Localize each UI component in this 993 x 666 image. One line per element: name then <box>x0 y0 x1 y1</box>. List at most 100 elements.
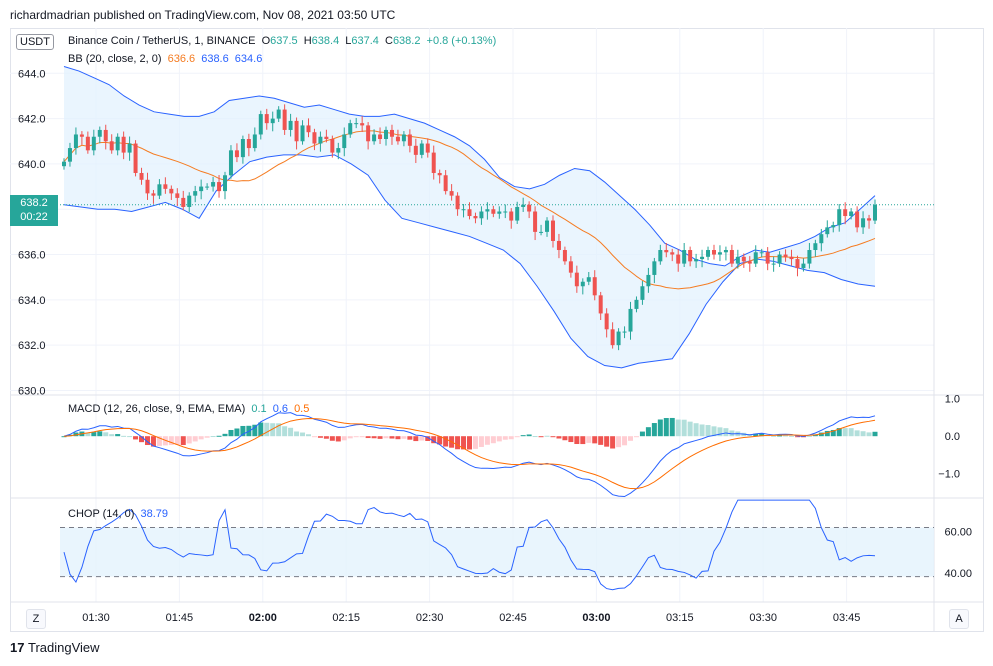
candle-body <box>425 143 430 153</box>
candle-body <box>187 195 192 207</box>
quote-currency-badge[interactable]: USDT <box>16 34 54 50</box>
candle-body <box>157 184 162 196</box>
macd-hist-bar <box>443 436 449 447</box>
candle-body <box>79 134 84 137</box>
macd-hist-bar <box>115 434 121 437</box>
macd-hist-bar <box>616 436 622 448</box>
candle-body <box>395 136 400 142</box>
candle-body <box>813 243 818 251</box>
candle-body <box>533 211 538 232</box>
macd-hist-bar <box>610 436 616 449</box>
macd-hist-bar <box>252 424 258 437</box>
candle-body <box>622 331 627 333</box>
symbol-title[interactable]: Binance Coin / TetherUS, 1, BINANCE <box>68 35 256 47</box>
macd-hist-bar <box>669 417 675 437</box>
macd-hist-bar <box>85 432 91 437</box>
macd-hist-bar <box>186 436 192 444</box>
price-tick-label: 634.0 <box>18 295 46 307</box>
macd-hist-bar <box>562 436 568 441</box>
macd-hist-bar <box>61 436 67 438</box>
macd-hist-bar <box>753 433 759 437</box>
macd-hist-bar <box>526 434 532 437</box>
candle-body <box>586 277 591 282</box>
candle-body <box>598 295 603 314</box>
macd-hist-bar <box>341 436 347 441</box>
candle-body <box>360 123 365 126</box>
chop-band-fill <box>60 527 934 577</box>
price-tick-label: 640.0 <box>18 159 46 171</box>
candle-body <box>706 250 711 257</box>
macd-hist-bar <box>699 424 705 437</box>
macd-hist-bar <box>91 432 97 437</box>
candle-body <box>193 191 198 196</box>
bb-legend[interactable]: BB (20, close, 2, 0) 636.6 638.6 634.6 <box>68 53 265 65</box>
pane-dividers <box>10 28 984 632</box>
candle-body <box>700 256 705 260</box>
macd-line <box>63 412 876 498</box>
candle-body <box>753 252 758 264</box>
candle-body <box>318 136 323 144</box>
candle-body <box>419 143 424 155</box>
macd-hist-bar <box>532 436 538 438</box>
candle-body <box>616 331 621 346</box>
macd-hist-bar <box>490 436 496 444</box>
candle-body <box>366 125 371 142</box>
macd-hist-bar <box>335 436 341 442</box>
candle-body <box>139 172 144 180</box>
macd-line-value: 0.6 <box>272 403 288 415</box>
candle-body <box>223 175 228 192</box>
macd-hist-bar <box>830 429 836 437</box>
macd-hist-bar <box>783 435 789 437</box>
candle-body <box>73 134 78 149</box>
footer-brand-name: TradingView <box>28 640 100 655</box>
macd-hist-bar <box>520 435 526 437</box>
candle-body <box>873 204 877 221</box>
candle-body <box>562 250 567 262</box>
candle-body <box>735 256 740 264</box>
candle-body <box>330 139 335 153</box>
macd-hist-bar <box>848 428 854 437</box>
macd-hist-bar <box>437 436 443 445</box>
macd-hist-value: 0.1 <box>251 403 267 415</box>
footer-brand[interactable]: 17 TradingView <box>10 640 100 655</box>
macd-legend[interactable]: MACD (12, 26, close, 9, EMA, EMA) 0.1 0.… <box>68 403 312 415</box>
candle-body <box>300 125 305 142</box>
macd-hist-bar <box>127 436 133 438</box>
macd-hist-bar <box>628 436 634 441</box>
macd-hist-bar <box>395 436 401 440</box>
candle-body <box>849 211 854 217</box>
candle-body <box>467 209 472 217</box>
publisher-line: richardmadrian published on TradingView.… <box>10 8 396 22</box>
macd-hist-bar <box>389 436 395 439</box>
bollinger-bands <box>60 66 934 369</box>
macd-hist-bar <box>860 431 866 437</box>
bb-lower-value: 634.6 <box>234 53 263 65</box>
candle-body <box>264 114 269 124</box>
auto-zoom-left-button[interactable]: Z <box>26 609 46 629</box>
macd-hist-bar <box>270 423 276 437</box>
macd-hist-bar <box>651 423 657 437</box>
candle-body <box>121 136 126 153</box>
chop-legend[interactable]: CHOP (14, 0) 38.79 <box>68 508 171 520</box>
auto-scale-button[interactable]: A <box>949 609 969 629</box>
candle-body <box>115 136 120 151</box>
candle-body <box>151 193 156 196</box>
macd-hist-bar <box>461 436 467 450</box>
candle-body <box>723 250 728 253</box>
macd-hist-bar <box>401 436 407 439</box>
candle-body <box>801 263 806 269</box>
macd-hist-bar <box>580 436 586 445</box>
candle-body <box>270 118 275 124</box>
price-tick-label: 632.0 <box>18 340 46 352</box>
macd-hist-bar <box>353 436 359 438</box>
candle-body <box>688 250 693 262</box>
candle-body <box>437 172 442 176</box>
candles <box>62 104 877 351</box>
candle-body <box>729 250 734 264</box>
macd-hist-bar <box>550 436 556 438</box>
macd-hist-bar <box>842 428 848 437</box>
macd-hist-bar <box>311 436 317 438</box>
candle-body <box>568 261 573 273</box>
candle-body <box>109 141 114 151</box>
